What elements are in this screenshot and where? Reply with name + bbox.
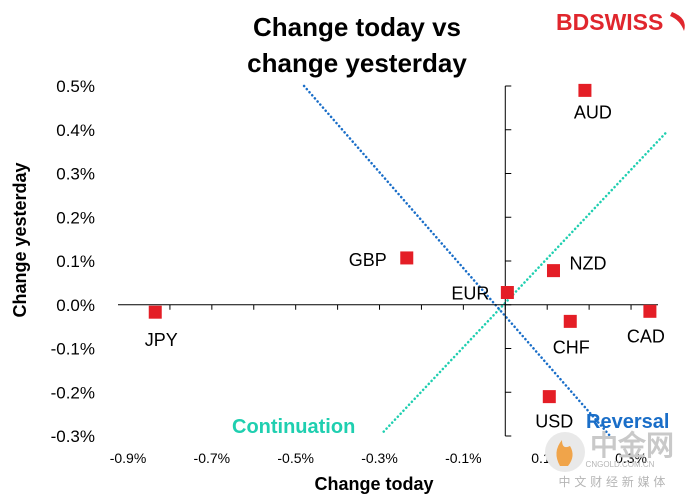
brand-bd: BD xyxy=(556,9,589,35)
watermark-tagline: 中 文 财 经 新 媒 体 xyxy=(559,474,666,489)
y-tick-label: 0.4% xyxy=(56,121,95,140)
x-tick-labels: -0.9%-0.7%-0.5%-0.3%-0.1%0.1%0.3% xyxy=(110,450,647,466)
watermark-flame-icon xyxy=(556,440,573,466)
point-marker-aud xyxy=(578,83,592,97)
point-marker-jpy xyxy=(148,305,162,319)
y-tick-label: 0.1% xyxy=(56,252,95,271)
y-tick-label: 0.0% xyxy=(56,296,95,315)
svg-text:BDSWISS: BDSWISS xyxy=(556,9,663,35)
point-label-nzd: NZD xyxy=(569,254,606,274)
x-tick-label: -0.5% xyxy=(277,450,314,466)
reference-line-continuation xyxy=(382,130,668,433)
y-tick-label: -0.3% xyxy=(51,427,95,446)
point-marker-usd xyxy=(542,390,556,404)
point-marker-chf xyxy=(563,314,577,328)
watermark-main: 中金网 xyxy=(590,429,674,461)
point-marker-nzd xyxy=(546,264,560,278)
y-tick-label: 0.3% xyxy=(56,165,95,184)
x-axis-label: Change today xyxy=(314,474,433,494)
point-label-aud: AUD xyxy=(574,102,612,122)
point-label-chf: CHF xyxy=(553,337,590,357)
point-label-eur: EUR xyxy=(451,284,489,304)
reference-line-reversal xyxy=(302,84,612,438)
y-tick-label: -0.1% xyxy=(51,340,95,359)
chart-title-line-2: change yesterday xyxy=(247,48,467,78)
point-marker-eur xyxy=(500,286,514,299)
y-axis-label: Change yesterday xyxy=(10,162,30,317)
point-label-cad: CAD xyxy=(627,326,665,346)
y-tick-labels: 0.5% 0.4% 0.3% 0.2% 0.1% 0.0% -0.1% -0.2% -0.3% xyxy=(51,77,95,446)
logo-swoosh-icon xyxy=(670,12,685,31)
x-tick-label: 0.3% xyxy=(615,450,647,466)
brand-swiss: SWISS xyxy=(589,9,663,35)
chart-title-line-1: Change today vs xyxy=(253,12,461,42)
x-tick-label: -0.7% xyxy=(194,450,231,466)
y-tick-label: -0.2% xyxy=(51,383,95,402)
point-label-gbp: GBP xyxy=(349,250,387,270)
data-points: AUD GBP NZD EUR JPY CAD CHF USD xyxy=(145,83,665,432)
continuation-label: Continuation xyxy=(232,416,355,438)
cngold-watermark: 中金网 CNGOLD.COM.CN 中 文 财 经 新 媒 体 xyxy=(545,429,674,489)
watermark-sub: CNGOLD.COM.CN xyxy=(586,460,655,469)
point-label-jpy: JPY xyxy=(145,330,178,350)
reference-lines xyxy=(302,84,668,438)
point-marker-gbp xyxy=(400,251,414,265)
x-tick-label: -0.3% xyxy=(361,450,398,466)
axes xyxy=(118,85,658,437)
bdswiss-logo: BDSWISS xyxy=(556,9,685,35)
x-tick-label: -0.9% xyxy=(110,450,147,466)
x-tick-label: -0.1% xyxy=(445,450,482,466)
point-marker-cad xyxy=(643,304,657,318)
y-tick-label: 0.2% xyxy=(56,208,95,227)
y-tick-label: 0.5% xyxy=(56,77,95,96)
reversal-label: Reversal xyxy=(586,411,669,433)
point-label-usd: USD xyxy=(535,412,573,432)
